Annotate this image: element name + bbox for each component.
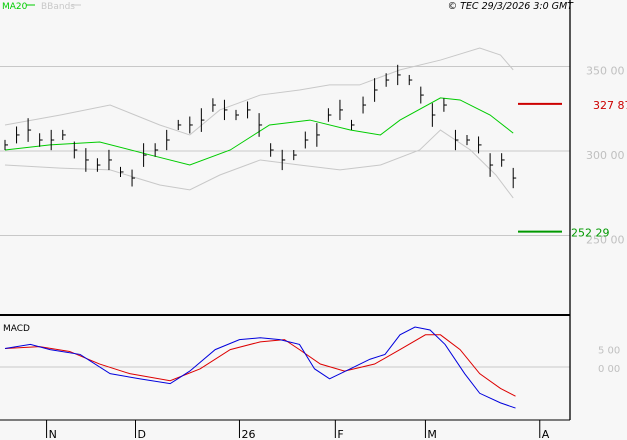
macd-tick-label: 5 00 — [598, 346, 620, 357]
price-bar — [281, 149, 286, 171]
y-tick-label: 250 00 — [586, 234, 625, 247]
y-tick-label: 350 00 — [586, 65, 625, 78]
price-bar — [304, 131, 309, 149]
price-bar — [258, 113, 263, 137]
macd-panel: 5 00 0 00 — [0, 326, 620, 409]
x-tick-label: 26 — [241, 428, 255, 440]
x-tick-label: N — [49, 428, 57, 440]
bollinger-bands — [4, 47, 514, 199]
levels: 327 87 252 29 — [518, 99, 627, 240]
price-bar — [131, 169, 136, 187]
price-bar — [466, 134, 470, 146]
price-bar — [200, 108, 205, 132]
price-bar — [489, 153, 494, 177]
macd-title: MACD — [3, 324, 30, 334]
price-bar — [293, 149, 297, 161]
price-grid: 350 00 300 00 250 00 — [0, 65, 625, 247]
price-bar — [454, 129, 459, 151]
price-bar — [501, 153, 505, 167]
price-bar — [478, 136, 482, 154]
price-bar — [177, 119, 182, 131]
price-bar — [316, 123, 320, 147]
chart-frame — [0, 0, 571, 421]
ma20 — [4, 97, 514, 166]
price-bar — [62, 129, 66, 141]
price-bar — [223, 99, 228, 121]
price-bar — [374, 78, 378, 102]
price-bar — [39, 133, 43, 147]
price-bar — [189, 116, 193, 134]
price-bar — [385, 73, 390, 87]
price-bars — [4, 64, 517, 189]
legend-ma20: MA20 — [2, 2, 28, 12]
price-bar — [108, 149, 112, 171]
x-tick-label: D — [138, 428, 146, 440]
price-bar — [212, 98, 216, 112]
bband-lower — [4, 129, 514, 199]
price-bar — [339, 99, 343, 121]
price-bar — [431, 103, 436, 127]
price-bar — [4, 139, 8, 150]
price-bar — [420, 86, 424, 104]
ma20-line — [4, 97, 514, 166]
price-bar — [443, 98, 447, 112]
signal-line — [4, 334, 516, 397]
price-bar — [408, 74, 413, 86]
bband-upper — [4, 47, 514, 136]
price-bar — [73, 141, 78, 159]
legend-bbands: BBands — [41, 2, 75, 12]
support-label: 252 29 — [571, 227, 610, 240]
macd-tick-label: 0 00 — [598, 364, 620, 375]
price-bar — [327, 108, 332, 122]
x-tick-label: F — [337, 428, 343, 440]
price-bar — [397, 64, 401, 86]
y-tick-label: 300 00 — [586, 149, 625, 162]
price-bar — [235, 109, 239, 121]
price-bar — [166, 129, 170, 151]
copyright: © TEC 29/3/2026 3:0 GMT — [448, 1, 575, 12]
macd-line — [4, 326, 516, 409]
price-bar — [27, 118, 32, 142]
price-bar — [16, 126, 20, 144]
price-bar — [362, 96, 367, 114]
x-tick-label: M — [427, 428, 437, 440]
price-bar — [270, 143, 274, 157]
price-bar — [154, 143, 159, 157]
resistance-label: 327 87 — [593, 99, 627, 112]
price-bar — [512, 167, 517, 189]
x-tick-label: A — [542, 428, 550, 440]
x-axis: N D 26 F M A — [46, 420, 550, 440]
price-bar — [50, 129, 55, 151]
price-bar — [85, 148, 89, 172]
price-bar — [96, 158, 101, 172]
price-bar — [120, 166, 124, 178]
price-bar — [351, 119, 355, 131]
price-bar — [143, 143, 147, 167]
price-bar — [247, 101, 251, 119]
